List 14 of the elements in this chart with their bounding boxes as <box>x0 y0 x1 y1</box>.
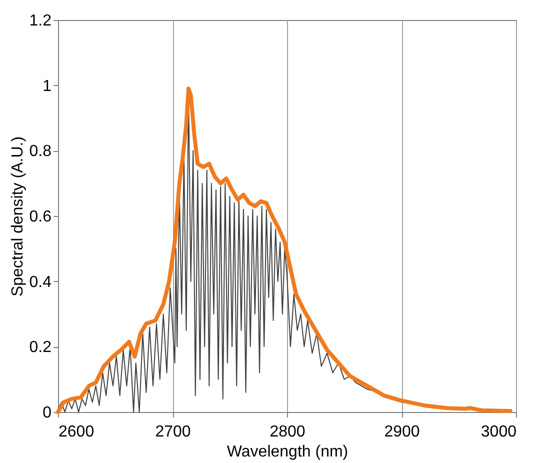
y-axis-title: Spectral density (A.U.) <box>9 136 26 297</box>
x-tick-label: 2800 <box>270 424 306 440</box>
x-axis-title: Wavelength (nm) <box>226 444 348 460</box>
x-tick-label: 3000 <box>480 424 517 440</box>
x-tick-label: 2700 <box>155 424 191 440</box>
y-tick-label: 1.2 <box>29 12 52 30</box>
y-tick-label: 0 <box>42 404 52 422</box>
y-tick-label: 0.4 <box>29 274 52 291</box>
x-tick-label: 2900 <box>384 424 420 440</box>
y-tick-label: 1 <box>42 78 52 95</box>
y-tick-label: 0.8 <box>29 143 52 160</box>
x-tick-label: 2600 <box>58 424 94 440</box>
y-tick-label: 0.6 <box>29 208 52 226</box>
y-tick-label: 0.2 <box>29 339 52 356</box>
